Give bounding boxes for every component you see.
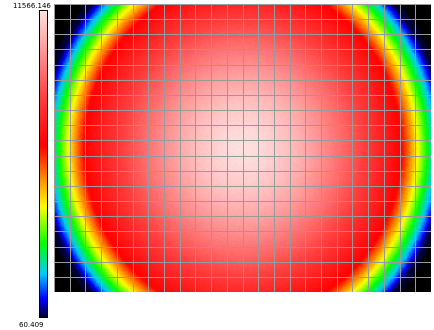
grid-overlay [54,4,431,292]
colorbar-min-label: 60.409 [19,321,44,329]
colorbar-max-label: 11566.146 [13,2,51,10]
colorbar [39,10,48,318]
